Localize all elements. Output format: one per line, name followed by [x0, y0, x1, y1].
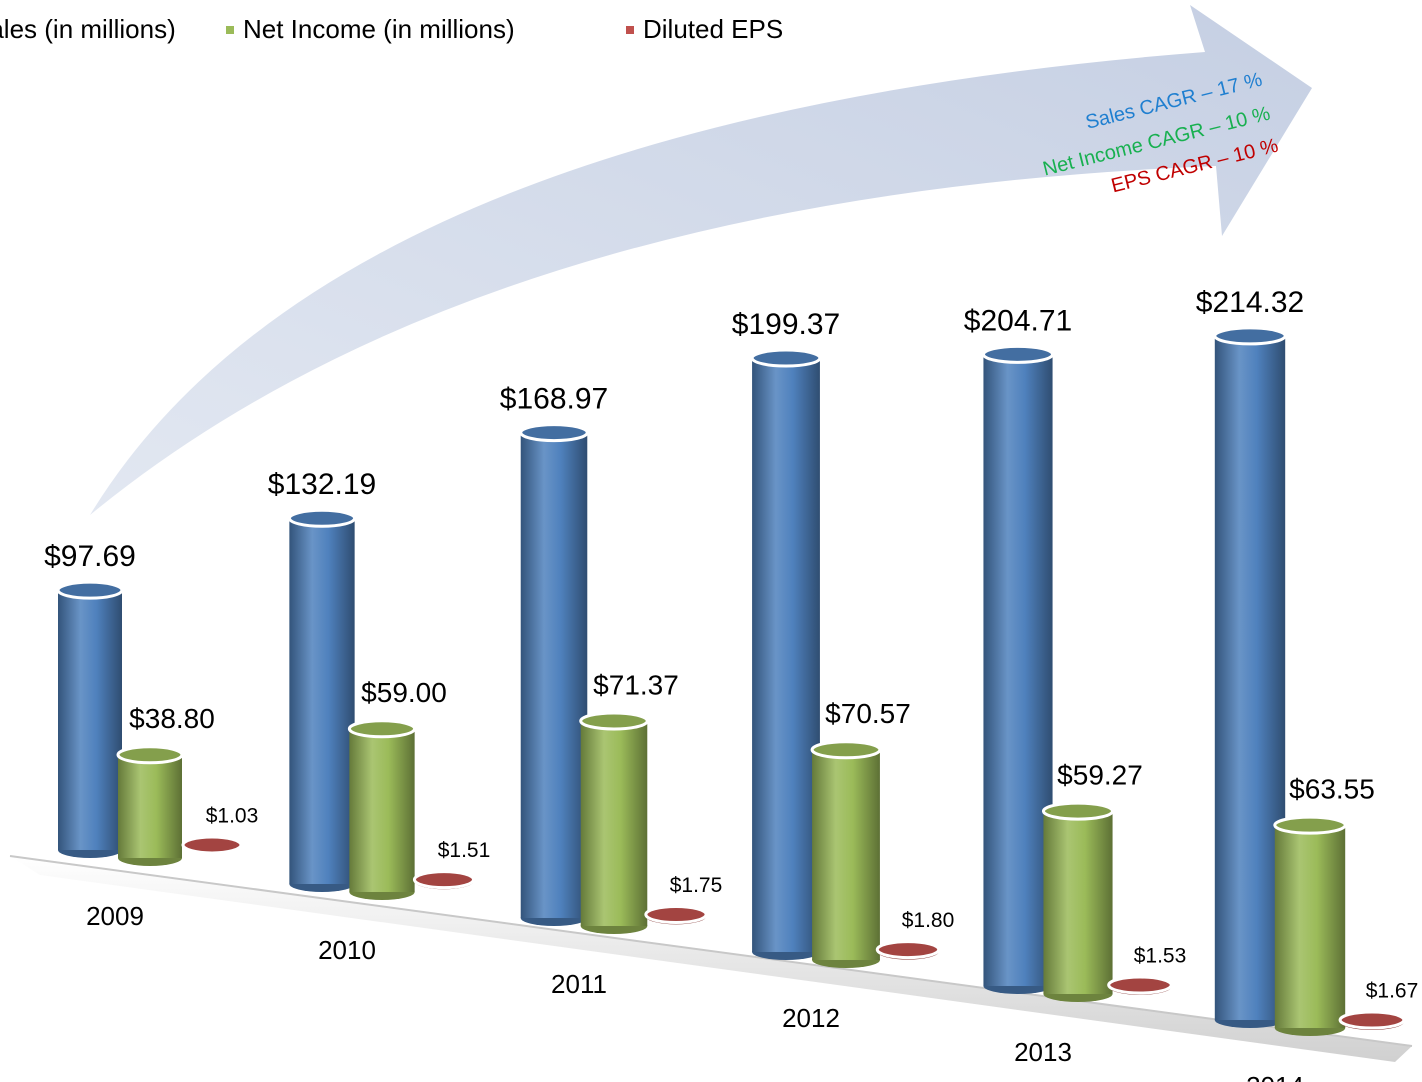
cylinder-bar: [1043, 811, 1113, 994]
cylinder-top: [116, 745, 184, 765]
cylinder-bar: [752, 358, 820, 953]
cylinder-top: [181, 835, 243, 855]
cylinder-bar: [289, 518, 355, 884]
growth-arrow: [90, 5, 1312, 515]
legend: Sales (in millions) Net Income (in millio…: [0, 14, 783, 44]
x-tick-label: 2011: [551, 969, 607, 999]
floor-edge: [9, 855, 1413, 1047]
cylinder-bar: [1274, 825, 1346, 1028]
cylinder-bar: [812, 749, 880, 960]
x-tick-label: 2010: [318, 935, 376, 965]
value-label: $204.71: [964, 304, 1072, 337]
cylinder-bar: [118, 754, 182, 858]
value-label: $1.03: [206, 805, 259, 828]
value-label: $59.00: [361, 677, 447, 708]
cylinder-top: [1107, 975, 1173, 995]
cylinder-bar: [349, 728, 415, 892]
cylinder-bar: [983, 354, 1053, 987]
cylinder-top: [810, 740, 882, 760]
value-label: $63.55: [1289, 774, 1375, 805]
x-tick-label: 2009: [86, 901, 144, 931]
value-label: $1.67: [1366, 980, 1419, 1003]
plot: 2009 $97.69 $38.80 $1.03 2010 $132.19 $59.00 $1…: [44, 286, 1418, 1082]
cylinder-bar: [58, 590, 122, 850]
x-tick-label: 2012: [782, 1003, 840, 1033]
value-label: $1.80: [902, 909, 955, 932]
cylinder-top: [981, 344, 1055, 364]
legend-swatch: [226, 26, 234, 34]
value-label: $71.37: [593, 669, 679, 700]
cylinder-top: [1041, 801, 1115, 821]
value-label: $199.37: [732, 308, 840, 341]
cylinder-top: [1338, 1010, 1406, 1030]
value-label: $97.69: [44, 540, 136, 573]
value-label: $1.51: [438, 839, 491, 862]
cylinder-top: [412, 870, 476, 890]
cylinder-top: [579, 711, 649, 731]
cylinder-top: [287, 508, 357, 528]
legend-label: Net Income (in millions): [243, 14, 515, 44]
cylinder-top: [875, 940, 941, 960]
cylinder-bar: [1214, 335, 1286, 1020]
cylinder-bar: [580, 720, 648, 926]
value-label: $59.27: [1057, 760, 1143, 791]
value-label: $70.57: [825, 698, 911, 729]
cylinder-top: [644, 905, 708, 925]
legend-swatch: [626, 26, 634, 34]
value-label: $214.32: [1196, 286, 1304, 319]
value-label: $1.75: [670, 874, 723, 897]
value-label: $168.97: [500, 383, 608, 416]
cylinder-top: [519, 423, 589, 443]
legend-label: Sales (in millions): [0, 14, 176, 44]
floor: [10, 856, 1412, 1062]
cylinder-top: [750, 348, 822, 368]
cylinder-top: [56, 580, 124, 600]
x-tick-label: 2013: [1014, 1037, 1072, 1067]
value-label: $38.80: [129, 703, 215, 734]
x-tick-label: 2014: [1246, 1071, 1304, 1082]
legend-label: Diluted EPS: [643, 14, 783, 44]
cylinder-top: [1213, 326, 1287, 346]
value-label: $132.19: [268, 468, 376, 501]
value-label: $1.53: [1134, 945, 1187, 968]
cylinder-top: [1273, 815, 1347, 835]
cylinder-top: [347, 719, 417, 739]
cylinder-bar: [520, 432, 588, 918]
